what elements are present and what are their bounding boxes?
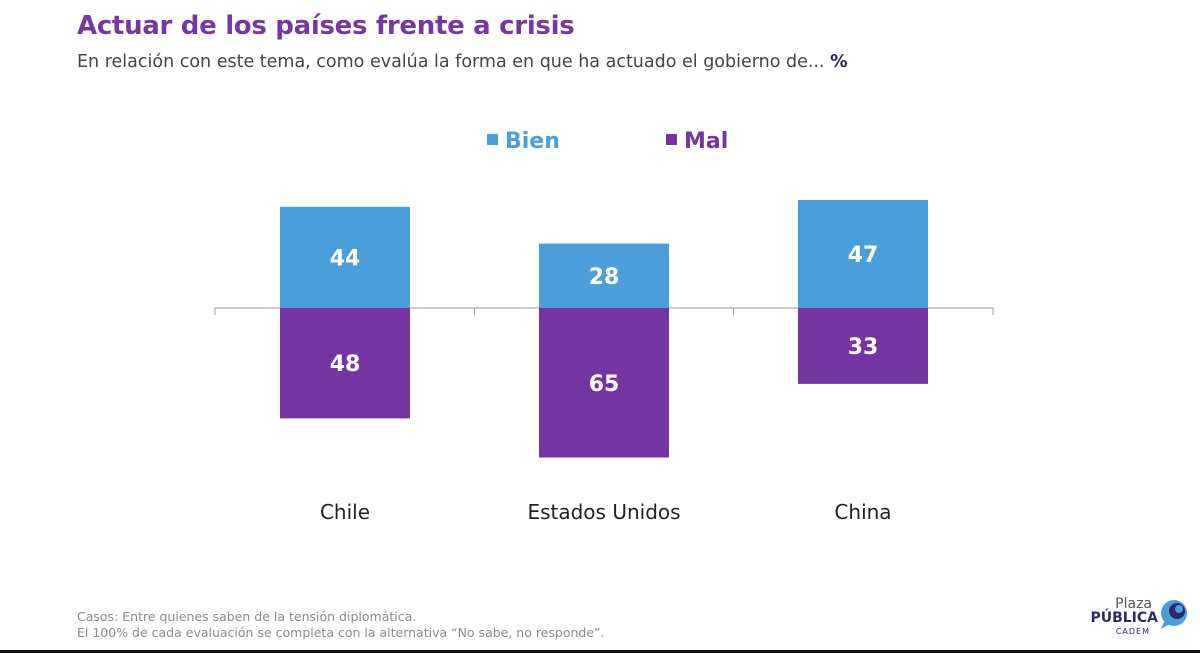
bar-value-label: 47 bbox=[848, 243, 879, 268]
logo-publica-text: PÚBLICA bbox=[1090, 610, 1158, 626]
plaza-publica-logo: Plaza PÚBLICA CADEM bbox=[1084, 596, 1194, 640]
subtitle-unit: % bbox=[830, 52, 848, 72]
bar-mal bbox=[280, 308, 410, 419]
legend-label-bien: Bien bbox=[505, 129, 560, 154]
bar-bien bbox=[798, 199, 928, 308]
bar-value-label: 65 bbox=[589, 372, 620, 397]
category-label: Estados Unidos bbox=[527, 500, 680, 524]
footnote-casos-label: Casos bbox=[77, 609, 115, 624]
logo-plaza-text: Plaza bbox=[1115, 596, 1152, 612]
footnote-casos-text: : Entre quienes saben de la tensión dipl… bbox=[114, 609, 417, 624]
bar-mal bbox=[539, 308, 669, 458]
chart-labels: 44 48 Chile 28 65 Estados Unidos 47 33 China bbox=[320, 243, 892, 524]
logo-cadem-text: CADEM bbox=[1115, 627, 1150, 636]
diverging-bar-chart: Bien Mal 44 48 Chile 28 65 Estados Unidos 47 33 C… bbox=[214, 129, 994, 524]
bottom-border bbox=[0, 650, 1200, 653]
bar-bien bbox=[280, 206, 410, 308]
chart-bars bbox=[280, 199, 928, 458]
bar-value-label: 48 bbox=[330, 352, 361, 377]
footnote-note: El 100% de cada evaluación se completa c… bbox=[77, 625, 605, 640]
bar-bien bbox=[539, 243, 669, 308]
bar-value-label: 44 bbox=[330, 246, 361, 271]
footnote-casos: Casos: Entre quienes saben de la tensión… bbox=[77, 609, 416, 624]
category-label: Chile bbox=[320, 500, 370, 524]
bar-value-label: 28 bbox=[589, 265, 620, 290]
bar-mal bbox=[798, 308, 928, 384]
legend-label-mal: Mal bbox=[684, 129, 728, 154]
chart-subtitle: En relación con este tema, como evalúa l… bbox=[77, 52, 848, 72]
subtitle-text: En relación con este tema, como evalúa l… bbox=[77, 52, 825, 72]
speech-bubble-icon bbox=[1161, 600, 1187, 629]
chart-legend: Bien Mal bbox=[487, 129, 728, 154]
legend-swatch-bien bbox=[487, 134, 498, 145]
category-label: China bbox=[834, 500, 891, 524]
legend-swatch-mal bbox=[666, 134, 677, 145]
chart-title: Actuar de los países frente a crisis bbox=[77, 11, 575, 41]
bar-value-label: 33 bbox=[848, 335, 879, 360]
